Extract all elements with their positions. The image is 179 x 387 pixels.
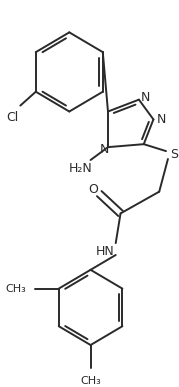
Text: CH₃: CH₃: [5, 284, 26, 294]
Text: N: N: [156, 113, 166, 126]
Text: S: S: [170, 147, 178, 161]
Text: Cl: Cl: [6, 111, 19, 124]
Text: N: N: [99, 143, 109, 156]
Text: H₂N: H₂N: [69, 163, 93, 175]
Text: CH₃: CH₃: [80, 376, 101, 386]
Text: O: O: [89, 183, 98, 196]
Text: N: N: [141, 91, 150, 104]
Text: HN: HN: [96, 245, 114, 257]
